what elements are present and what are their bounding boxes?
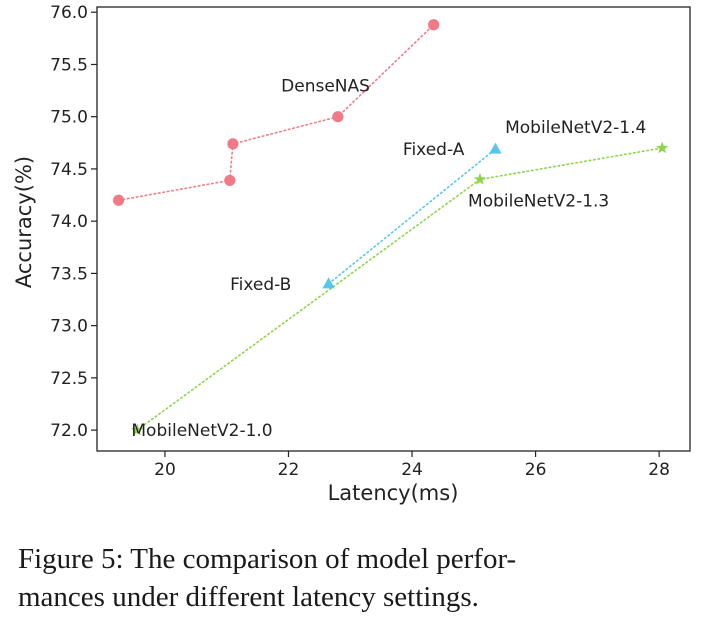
y-tick-label: 75.5: [50, 55, 88, 75]
caption-line-2: mances under different latency settings.: [18, 581, 479, 613]
x-tick-label: 22: [278, 460, 300, 480]
mobilenetv2-point: [473, 172, 487, 185]
x-tick-label: 20: [154, 460, 176, 480]
y-tick-label: 75.0: [50, 108, 88, 128]
y-tick-label: 76.0: [50, 3, 88, 23]
y-tick-label: 73.5: [50, 264, 88, 284]
x-tick-label: 24: [401, 460, 423, 480]
y-tick-label: 73.0: [50, 317, 88, 337]
densenas-point: [227, 138, 239, 150]
x-tick-label: 28: [648, 460, 670, 480]
annotation-mobilenetv2-1-0: MobileNetV2-1.0: [131, 421, 272, 441]
fixed-point: [489, 142, 502, 154]
annotation-fixed-b: Fixed-B: [230, 275, 291, 295]
caption-line-1: Figure 5: The comparison of model perfor…: [18, 543, 517, 575]
series-line-fixed: [327, 148, 497, 285]
mobilenetv2-point: [131, 423, 144, 436]
annotation-mobilenetv2-1-3: MobileNetV2-1.3: [468, 191, 609, 211]
y-tick-label: 74.0: [50, 212, 88, 232]
annotation-mobilenetv2-1-4: MobileNetV2-1.4: [505, 118, 646, 138]
x-axis-label: Latency(ms): [328, 481, 459, 505]
annotation-fixed-a: Fixed-A: [403, 140, 465, 160]
figure-caption: Figure 5: The comparison of model perfor…: [18, 540, 688, 616]
y-tick-label: 72.5: [50, 369, 88, 389]
y-tick-label: 74.5: [50, 160, 88, 180]
mobilenetv2-point: [656, 141, 669, 154]
densenas-point: [332, 111, 344, 123]
y-axis-label: Accuracy(%): [12, 156, 36, 288]
y-tick-label: 72.0: [50, 421, 88, 441]
series-line-densenas: [117, 23, 435, 202]
fixed-point: [322, 277, 335, 289]
x-tick-label: 26: [525, 460, 547, 480]
annotation-densenas: DenseNAS: [281, 76, 370, 96]
densenas-point: [224, 174, 236, 187]
densenas-point: [113, 194, 125, 206]
chart: Accuracy(%) Latency(ms) 72.0 72.5 73.0 73.5…: [12, 3, 691, 505]
plot-frame: [96, 6, 691, 452]
densenas-point: [428, 19, 440, 31]
